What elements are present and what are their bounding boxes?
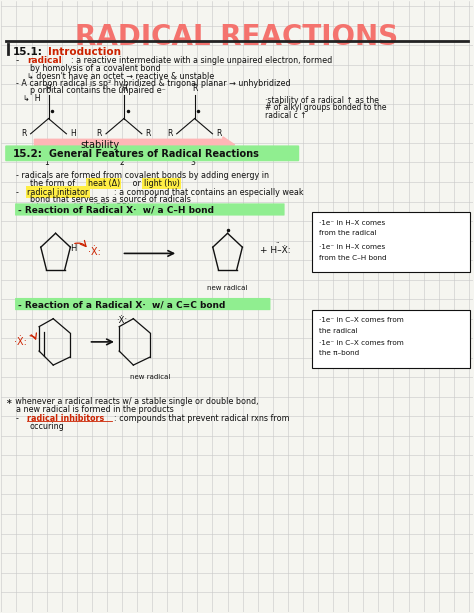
Text: stability: stability [81, 140, 120, 150]
FancyBboxPatch shape [312, 310, 470, 368]
Text: ·1e⁻ in C–X comes from: ·1e⁻ in C–X comes from [319, 340, 404, 346]
Text: - Reaction of Radical X·  w/ a C–H bond: - Reaction of Radical X· w/ a C–H bond [18, 206, 214, 215]
Text: # of alkyl groups bonded to the: # of alkyl groups bonded to the [265, 104, 387, 112]
Text: ↳ doesn't have an octet → reactive & unstable: ↳ doesn't have an octet → reactive & uns… [27, 72, 215, 80]
Text: or: or [129, 179, 143, 188]
Text: a new radical is formed in the products: a new radical is formed in the products [16, 405, 173, 414]
Text: radical inhibitors: radical inhibitors [27, 414, 105, 423]
Text: ∗ whenever a radical reacts w/ a stable single or double bond,: ∗ whenever a radical reacts w/ a stable … [6, 397, 259, 406]
Text: p orbital contains the unpaired e⁻: p orbital contains the unpaired e⁻ [30, 86, 165, 95]
Text: 2°: 2° [119, 158, 128, 167]
Text: the radical: the radical [319, 328, 358, 334]
Text: H: H [46, 83, 51, 93]
Text: ·Ẋ:: ·Ẋ: [116, 316, 127, 325]
Text: - A carbon radical is sp² hybridized & trigonal planar → unhybridized: - A carbon radical is sp² hybridized & t… [16, 79, 290, 88]
Text: -: - [16, 188, 21, 197]
FancyBboxPatch shape [15, 204, 284, 216]
Text: : a compound that contains an especially weak: : a compound that contains an especially… [114, 188, 303, 197]
Text: : a reactive intermediate with a single unpaired electron, formed: : a reactive intermediate with a single … [71, 56, 332, 66]
Text: General Features of Radical Reactions: General Features of Radical Reactions [48, 149, 258, 159]
Text: new radical: new radical [129, 374, 170, 379]
Text: bond that serves as a source of radicals: bond that serves as a source of radicals [30, 196, 191, 205]
Text: occuring: occuring [30, 422, 64, 432]
Text: : compounds that prevent radical rxns from: : compounds that prevent radical rxns fr… [115, 414, 290, 423]
Text: RADICAL REACTIONS: RADICAL REACTIONS [75, 23, 399, 51]
Text: light (hν): light (hν) [144, 179, 180, 188]
Text: R: R [21, 129, 27, 139]
Text: new radical: new radical [208, 284, 248, 291]
Text: from the C–H bond: from the C–H bond [319, 254, 387, 261]
FancyArrow shape [35, 137, 235, 153]
Text: R: R [192, 83, 197, 93]
Text: ↳  H: ↳ H [23, 94, 40, 102]
Text: ·Ẋ:: ·Ẋ: [14, 337, 27, 347]
Text: R: R [167, 129, 173, 139]
Text: R: R [146, 129, 151, 139]
Text: ·1e⁻ in H–X comes: ·1e⁻ in H–X comes [319, 244, 386, 250]
Text: ·1e⁻ in C–X comes from: ·1e⁻ in C–X comes from [319, 318, 404, 324]
Text: ↳ i.e. peroxides (RO - OR): ↳ i.e. peroxides (RO - OR) [27, 204, 131, 212]
Text: 3°: 3° [190, 158, 199, 167]
Text: 15.2:: 15.2: [13, 149, 43, 159]
Text: ·stability of a radical ↑ as the: ·stability of a radical ↑ as the [265, 96, 379, 105]
Text: 15.1:: 15.1: [13, 47, 43, 56]
Text: by homolysis of a covalent bond: by homolysis of a covalent bond [30, 64, 160, 73]
Text: + H–Ẋ:: + H–Ẋ: [260, 246, 290, 256]
Text: H: H [70, 129, 76, 139]
Text: from the radical: from the radical [319, 230, 377, 236]
Text: R: R [217, 129, 222, 139]
FancyBboxPatch shape [5, 145, 299, 161]
Text: Introduction: Introduction [47, 47, 120, 56]
Text: -: - [16, 414, 21, 423]
Text: R: R [97, 129, 102, 139]
Text: ·Ẋ:: ·Ẋ: [88, 247, 100, 257]
Text: ··: ·· [276, 240, 280, 246]
Text: -: - [16, 56, 22, 66]
Text: - radicals are formed from covalent bonds by adding energy in: - radicals are formed from covalent bond… [16, 171, 269, 180]
Text: the form of: the form of [30, 179, 77, 188]
Text: 1°: 1° [44, 158, 53, 167]
Text: H: H [70, 244, 77, 253]
FancyBboxPatch shape [312, 212, 470, 272]
FancyBboxPatch shape [15, 298, 271, 310]
Text: H: H [121, 83, 127, 93]
Text: radical initiator: radical initiator [27, 188, 89, 197]
Text: heat (Δ): heat (Δ) [88, 179, 120, 188]
Text: radical: radical [27, 56, 62, 66]
Text: radical c ↑: radical c ↑ [265, 110, 307, 120]
Text: ·1e⁻ in H–X comes: ·1e⁻ in H–X comes [319, 220, 386, 226]
Text: - Reaction of a Radical X·  w/ a C=C bond: - Reaction of a Radical X· w/ a C=C bond [18, 300, 225, 310]
Text: the π–bond: the π–bond [319, 351, 360, 356]
